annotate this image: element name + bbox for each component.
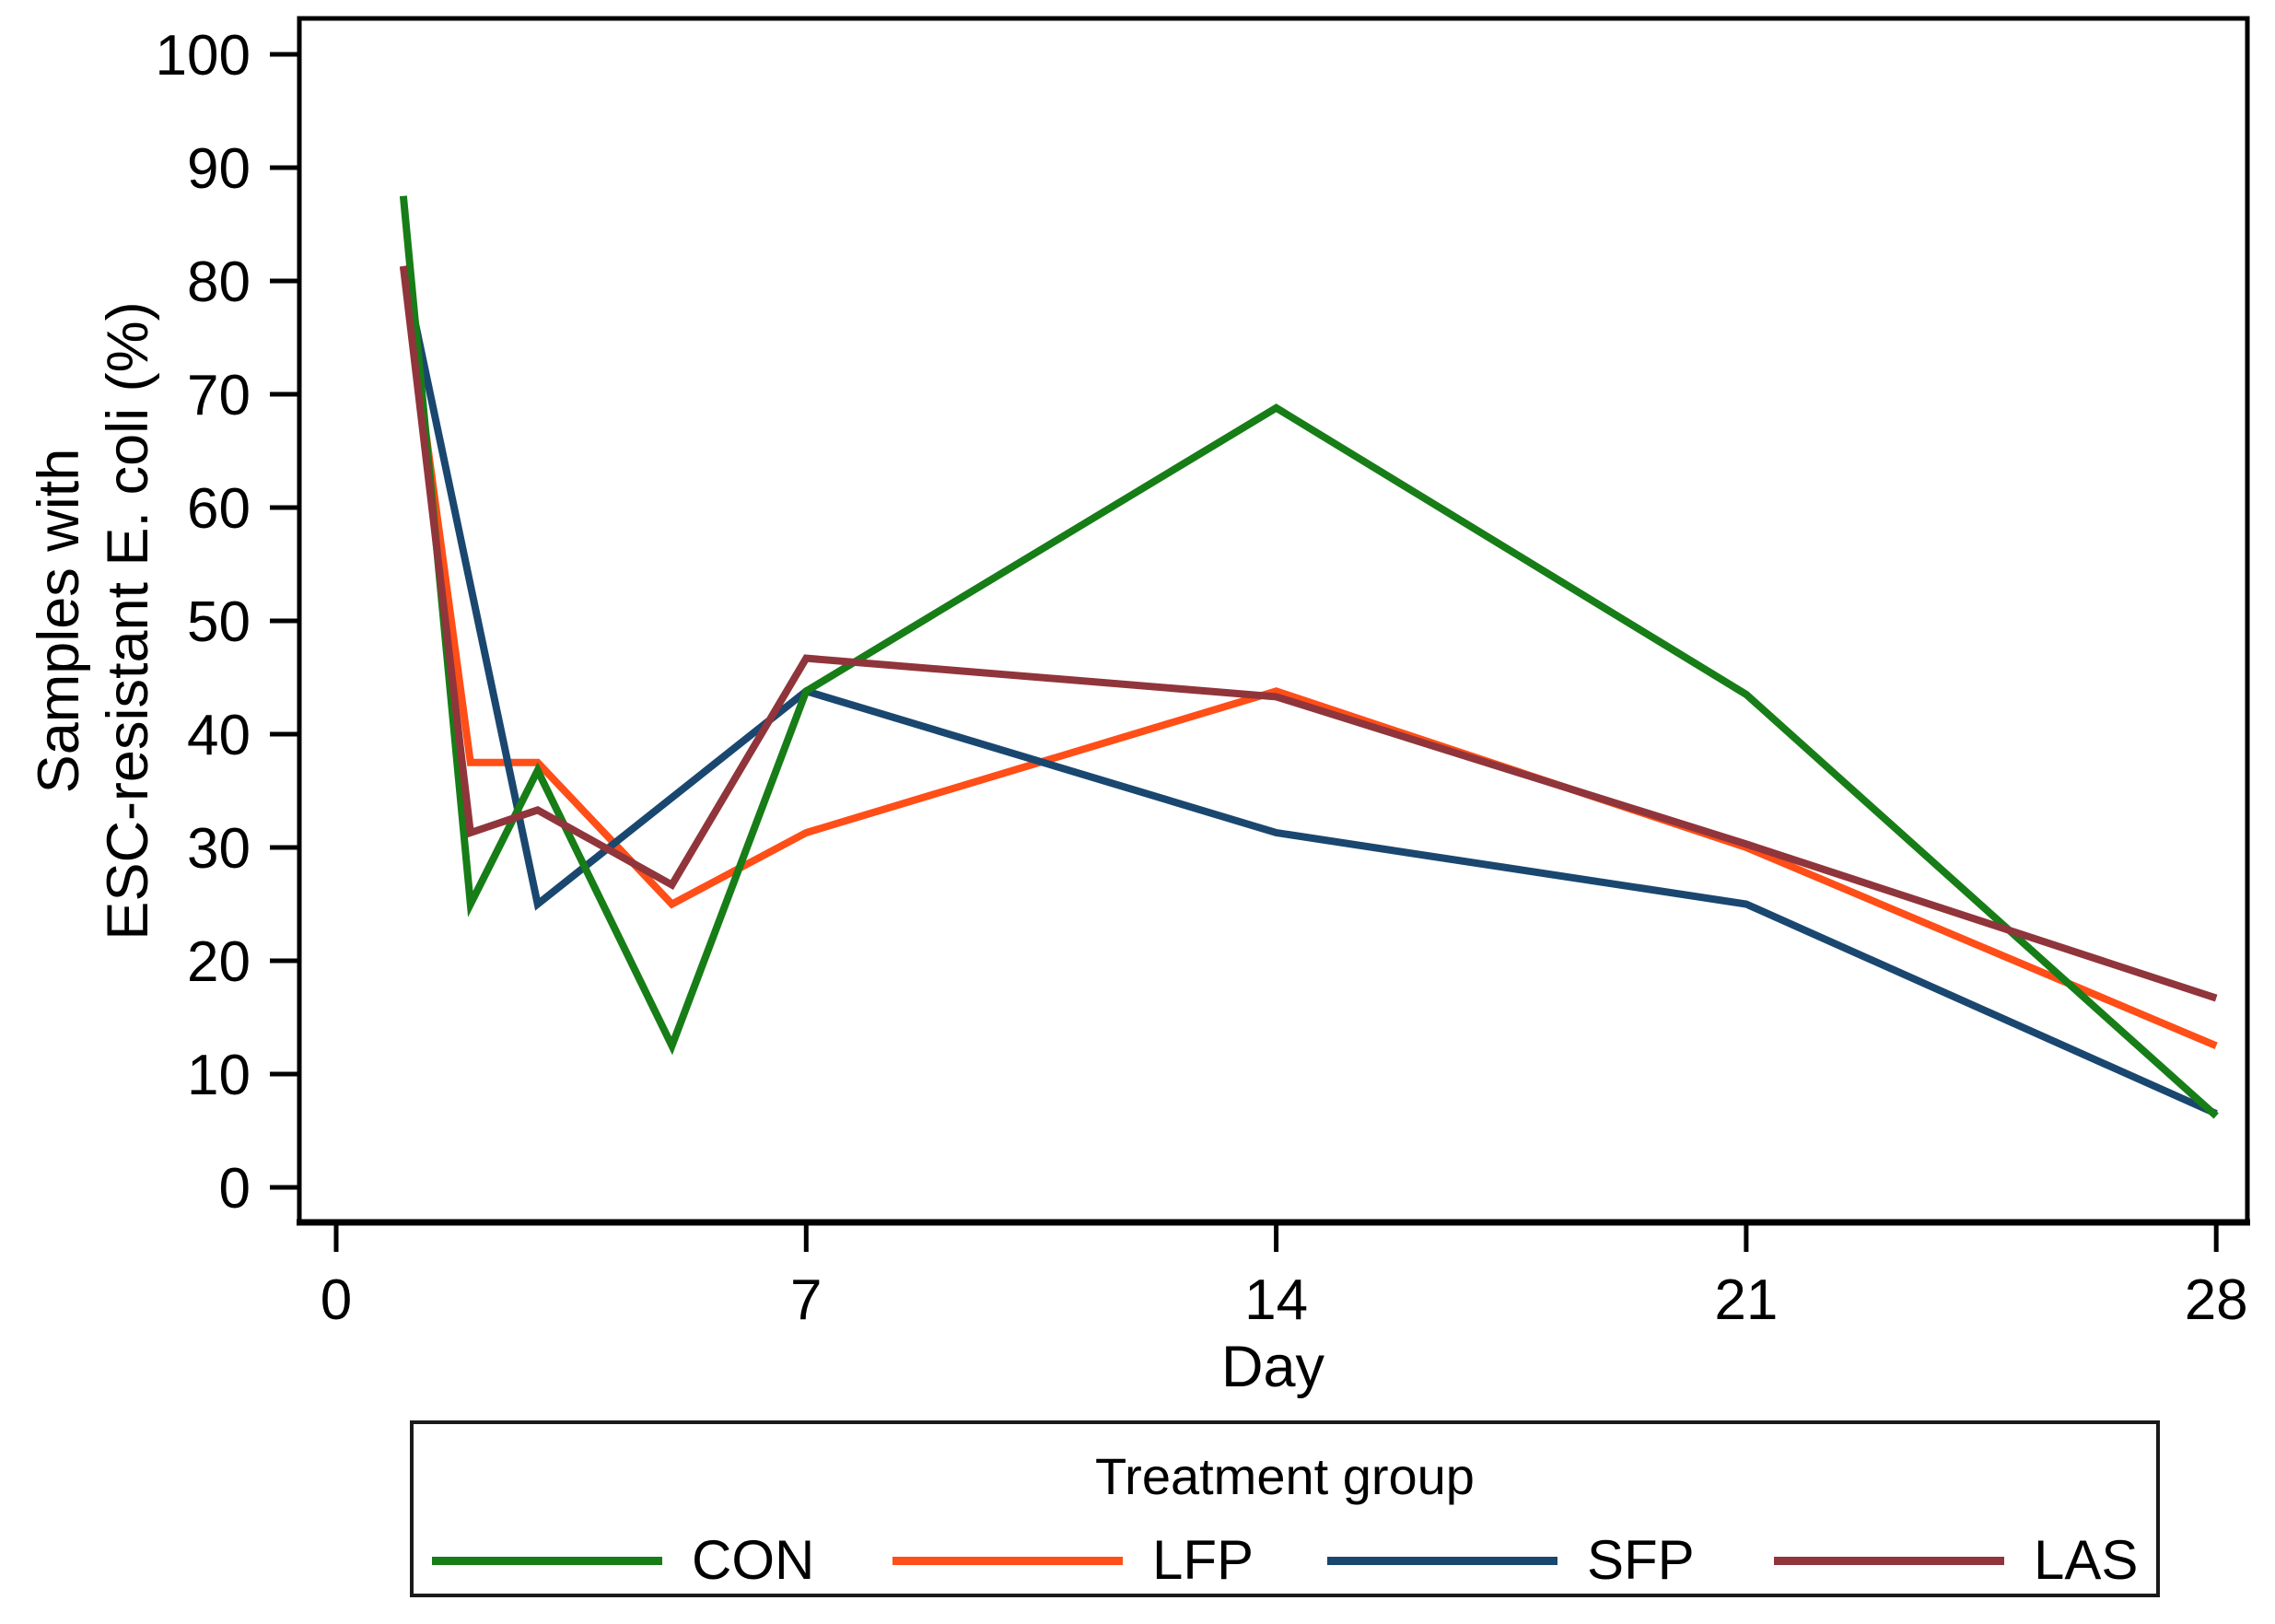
legend-swatch-LFP [892, 1556, 1123, 1565]
y-tick-label: 40 [187, 704, 251, 767]
y-axis-title-line1: Samples with [27, 449, 91, 794]
legend-item-SFP: SFP [1327, 1533, 1695, 1588]
y-tick-label: 70 [187, 364, 251, 427]
legend-title: Treatment group [1095, 1447, 1475, 1505]
series-line-SFP [399, 265, 2218, 1117]
legend-swatch-LAS [1774, 1556, 2004, 1565]
series-line-LAS [399, 265, 2218, 1002]
legend-swatch-CON [432, 1556, 662, 1565]
y-tick-label: 20 [187, 930, 251, 994]
legend-box: Treatment group CON LFP SFP LAS [410, 1420, 2160, 1597]
y-axis-title-line2: ESC-resistant E. coli (%) [96, 301, 160, 940]
legend-label-SFP: SFP [1587, 1529, 1695, 1591]
legend-label-CON: CON [692, 1529, 815, 1591]
y-tick-label: 100 [156, 24, 251, 88]
x-tick-label: 0 [321, 1268, 352, 1332]
plot-area-border [297, 16, 2250, 1225]
legend-item-LAS: LAS [1774, 1533, 2138, 1588]
x-axis-ticks: 0 7 14 21 28 [321, 1222, 2248, 1332]
y-tick-label: 80 [187, 251, 251, 314]
y-tick-label: 0 [219, 1157, 251, 1221]
x-tick-label: 28 [2185, 1268, 2248, 1332]
legend-item-CON: CON [432, 1533, 814, 1588]
y-tick-label: 60 [187, 477, 251, 541]
y-tick-label: 90 [187, 137, 251, 201]
x-tick-label: 21 [1714, 1268, 1778, 1332]
series-lines [399, 195, 2219, 1119]
legend-label-LFP: LFP [1152, 1529, 1254, 1591]
x-axis-title: Day [1221, 1335, 1325, 1399]
legend-label-LAS: LAS [2034, 1529, 2139, 1591]
y-axis-ticks: 0 10 20 30 40 50 60 70 80 90 100 [156, 24, 299, 1221]
x-tick-label: 14 [1244, 1268, 1308, 1332]
series-line-LFP [399, 265, 2218, 1049]
legend-item-LFP: LFP [892, 1533, 1254, 1588]
y-tick-label: 10 [187, 1044, 251, 1107]
legend-swatch-SFP [1327, 1556, 1558, 1565]
x-tick-label: 7 [790, 1268, 822, 1332]
y-tick-label: 30 [187, 817, 251, 881]
series-line-CON [399, 195, 2219, 1119]
y-tick-label: 50 [187, 590, 251, 654]
